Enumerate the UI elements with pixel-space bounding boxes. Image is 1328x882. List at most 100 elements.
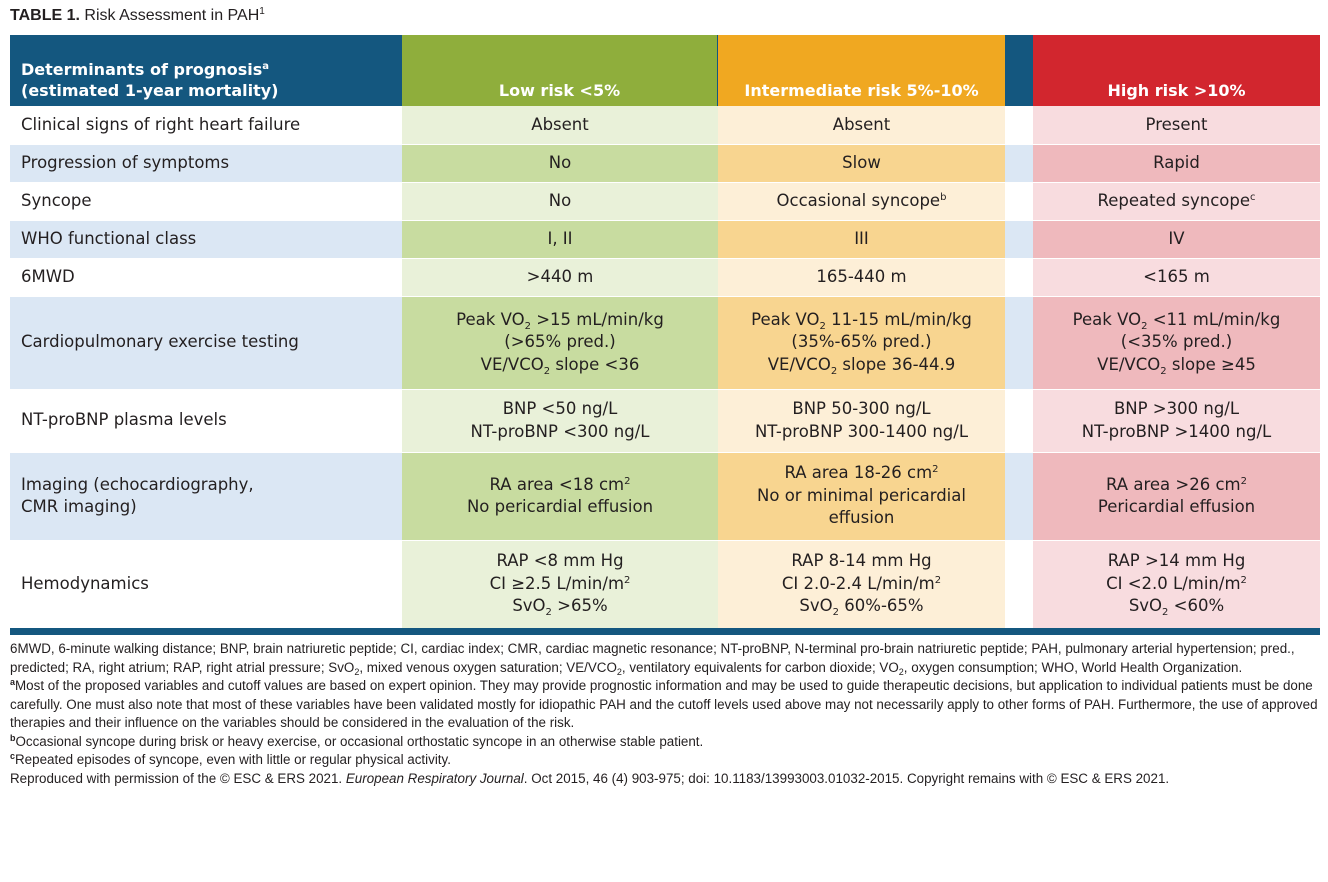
- header-determinants-subtitle: (estimated 1-year mortality): [21, 81, 279, 100]
- cell-low: BNP <50 ng/L NT-proBNP <300 ng/L: [402, 389, 718, 453]
- superscript: 2: [624, 475, 631, 487]
- text: slope <36: [550, 354, 640, 374]
- subscript: 2: [616, 666, 622, 677]
- table-row: Clinical signs of right heart failure Ab…: [10, 106, 1320, 145]
- subscript: 2: [1160, 365, 1167, 377]
- cell-intermediate: Occasional syncopeb: [718, 182, 1005, 221]
- table-row: WHO functional class I, II III IV: [10, 220, 1320, 259]
- subscript: 2: [1141, 320, 1148, 332]
- footnote-marker: c: [10, 751, 16, 761]
- footnote-ref-c: c: [1250, 191, 1256, 203]
- text: RA area >26 cm: [1106, 474, 1241, 494]
- superscript: 2: [932, 464, 939, 476]
- text: effusion: [828, 508, 895, 528]
- text: NT-proBNP 300-1400 ng/L: [754, 421, 969, 441]
- text: RA area <18 cm: [489, 474, 625, 494]
- cell-low: No: [402, 182, 718, 221]
- cell-low: I, II: [402, 220, 718, 259]
- text: Peak VO: [1072, 309, 1142, 329]
- footnote-ref-b: b: [940, 191, 947, 203]
- table-row: 6MWD >440 m 165-440 m <165 m: [10, 258, 1320, 297]
- text: >65%: [551, 596, 608, 616]
- footnote-a: aMost of the proposed variables and cuto…: [10, 677, 1320, 733]
- text: NT-proBNP >1400 ng/L: [1081, 421, 1272, 441]
- text: <11 mL/min/kg: [1147, 309, 1281, 329]
- header-low-risk: Low risk <5%: [402, 35, 717, 106]
- text: CMR imaging): [21, 497, 137, 516]
- table-row: Imaging (echocardiography, CMR imaging) …: [10, 452, 1320, 541]
- subscript: 2: [819, 320, 826, 332]
- cell-low: RAP <8 mm Hg CI ≥2.5 L/min/m2 SvO2 >65%: [402, 540, 718, 632]
- table-title: Risk Assessment in PAH: [84, 7, 260, 24]
- header-row: Determinants of prognosisa (estimated 1-…: [10, 35, 1320, 106]
- cell-low: Absent: [402, 106, 718, 145]
- header-determinants-ref: a: [262, 61, 269, 72]
- subscript: 2: [1162, 607, 1169, 619]
- cell-high: IV: [1033, 220, 1320, 259]
- row-label: NT-proBNP plasma levels: [10, 389, 402, 453]
- table-row: Syncope No Occasional syncopeb Repeated …: [10, 182, 1320, 221]
- header-high-risk: High risk >10%: [1033, 35, 1320, 106]
- text: Pericardial effusion: [1097, 497, 1256, 516]
- text: 6MWD, 6-minute walking distance; BNP, br…: [10, 641, 1295, 675]
- subscript: 2: [830, 365, 838, 377]
- table-row: Hemodynamics RAP <8 mm Hg CI ≥2.5 L/min/…: [10, 540, 1320, 632]
- text: , ventila­tory equivalents for carbon di…: [621, 659, 899, 675]
- cell-gap: [1005, 296, 1033, 390]
- cell-intermediate-text: Occasional syncope: [776, 190, 941, 210]
- text: . Oct 2015, 46 (4) 903-975; doi: 10.1183…: [523, 770, 1170, 786]
- text: RA area 18-26 cm: [784, 463, 933, 483]
- cell-gap: [1005, 106, 1033, 145]
- cell-high: Present: [1033, 106, 1320, 145]
- text: , mixed venous oxygen saturation; VE/VCO: [359, 659, 617, 675]
- cell-low: RA area <18 cm2 No pericardial effusion: [402, 452, 718, 541]
- superscript: 2: [934, 574, 942, 586]
- text: slope ≥45: [1166, 354, 1256, 374]
- cell-high: Repeated syncopec: [1033, 182, 1320, 221]
- table-caption: TABLE 1. Risk Assessment in PAH1: [10, 6, 265, 26]
- text: Repeated episodes of syncope, even with …: [15, 752, 451, 767]
- cell-gap: [1005, 182, 1033, 221]
- text: VE/VCO: [1097, 354, 1161, 374]
- text: 11-15 mL/min/kg: [825, 309, 972, 329]
- header-gap: [717, 35, 718, 106]
- table-number: TABLE 1.: [10, 7, 80, 24]
- text: RAP >14 mm Hg: [1107, 551, 1246, 571]
- text: 60%-65%: [839, 596, 924, 616]
- text: RAP <8 mm Hg: [496, 551, 624, 571]
- text: BNP 50-300 ng/L: [792, 399, 931, 418]
- subscript: 2: [354, 666, 360, 677]
- text: VE/VCO: [767, 354, 831, 374]
- row-label: Clinical signs of right heart failure: [10, 106, 402, 145]
- row-label: 6MWD: [10, 258, 402, 297]
- row-label: Imaging (echocardiography, CMR imaging): [10, 452, 402, 541]
- text: VE/VCO: [480, 354, 544, 374]
- row-label: Progression of symptoms: [10, 144, 402, 183]
- table-footnotes: 6MWD, 6-minute walking distance; BNP, br…: [10, 640, 1320, 788]
- text: >15 mL/min/kg: [530, 309, 664, 329]
- text: slope 36-44.9: [837, 354, 956, 374]
- cell-high: Peak VO2 <11 mL/min/kg (<35% pred.) VE/V…: [1033, 296, 1320, 390]
- subscript: 2: [543, 365, 551, 377]
- text: NT-proBNP <300 ng/L: [470, 421, 650, 441]
- text: , oxygen consumption; WHO, World Health …: [903, 659, 1243, 675]
- text: No pericardial effusion: [466, 497, 654, 516]
- text: <60%: [1168, 596, 1225, 616]
- text: No or minimal pericardial: [757, 485, 966, 505]
- text: CI 2.0-2.4 L/min/m: [781, 573, 935, 593]
- cell-gap: [1005, 452, 1033, 541]
- cell-low: Peak VO2 >15 mL/min/kg (>65% pred.) VE/V…: [402, 296, 718, 390]
- row-label: Hemodynamics: [10, 540, 402, 632]
- row-label: Syncope: [10, 182, 402, 221]
- text: SvO: [799, 596, 833, 616]
- footnote-b: bOccasional syncope during brisk or heav…: [10, 733, 1320, 752]
- header-determinants-text: Determinants of prognosis: [21, 60, 263, 79]
- row-label: Cardiopulmonary exercise testing: [10, 296, 402, 390]
- reproduction-note: Reproduced with permission of the © ESC …: [10, 770, 1320, 789]
- cell-gap: [1005, 389, 1033, 453]
- cell-intermediate: Slow: [718, 144, 1005, 183]
- cell-intermediate: RAP 8-14 mm Hg CI 2.0-2.4 L/min/m2 SvO2 …: [718, 540, 1005, 632]
- cell-low: No: [402, 144, 718, 183]
- text: (>65% pred.): [504, 332, 616, 352]
- text: RAP 8-14 mm Hg: [791, 551, 932, 571]
